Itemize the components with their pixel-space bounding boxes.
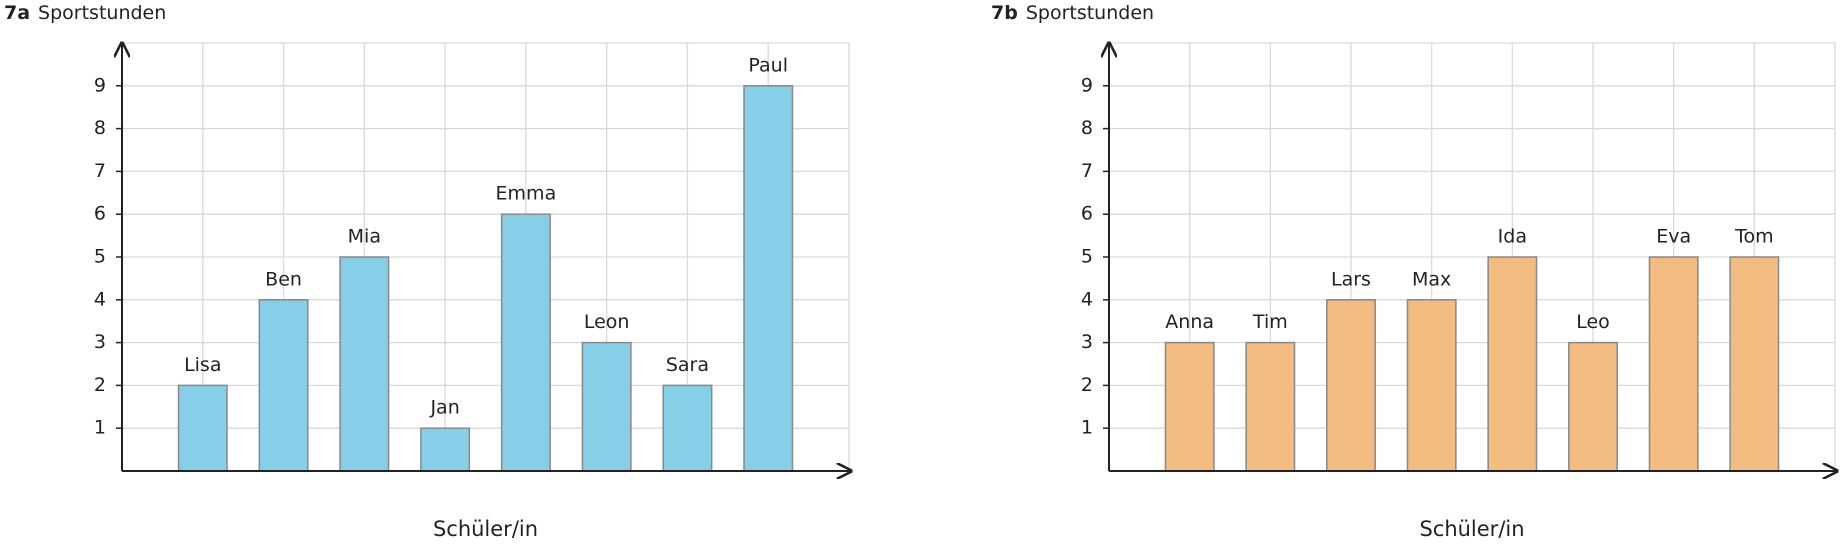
bar — [581, 341, 632, 472]
bar-label: Lisa — [184, 354, 221, 376]
bar — [1164, 341, 1215, 472]
y-tick-label: 1 — [1081, 417, 1093, 439]
y-tick-label: 2 — [1081, 374, 1093, 396]
bar-label: Mia — [348, 226, 381, 248]
bar — [258, 299, 309, 472]
y-tick-label: 4 — [1081, 288, 1093, 310]
bar-label: Emma — [496, 183, 557, 205]
y-tick-label: 4 — [94, 288, 106, 310]
bar-label: Ida — [1498, 226, 1527, 248]
y-tick-label: 6 — [1081, 203, 1093, 225]
y-tick-label: 9 — [1081, 74, 1093, 96]
bar-label: Ben — [265, 268, 302, 290]
y-tick-label: 3 — [1081, 331, 1093, 353]
bar-chart: 7a Sportstunden 1 2 3 4 5 6 7 8 9 Lisa Ben Mia Jan Emma… — [4, 2, 851, 541]
bar — [1326, 299, 1376, 472]
chart-label: 7a — [4, 2, 30, 24]
y-tick-label: 8 — [94, 117, 106, 139]
bar-label: Tim — [1252, 311, 1288, 333]
y-tick-label: 7 — [1081, 160, 1093, 182]
bar-label: Lars — [1331, 268, 1371, 290]
bar — [1245, 341, 1296, 472]
x-axis-label: Schüler/in — [433, 517, 538, 541]
bar-label: Leon — [584, 311, 630, 333]
bar — [1406, 299, 1457, 472]
bar — [743, 85, 794, 472]
y-tick-label: 7 — [94, 160, 106, 182]
bar-label: Jan — [429, 397, 459, 419]
bar-label: Sara — [666, 354, 709, 376]
bar — [339, 256, 390, 472]
bar-label: Max — [1412, 268, 1451, 290]
bar — [662, 384, 713, 472]
bar-label: Leo — [1576, 311, 1610, 333]
bar-label: Anna — [1165, 311, 1214, 333]
bar — [177, 384, 228, 472]
x-axis-label: Schüler/in — [1419, 517, 1524, 541]
bar-chart: 7b Sportstunden 1 2 3 4 5 6 7 8 9 Anna Tim Lars Max Ida… — [991, 2, 1837, 541]
y-tick-label: 9 — [94, 74, 106, 96]
y-tick-label: 8 — [1081, 117, 1093, 139]
bar-label: Tom — [1734, 226, 1774, 248]
y-tick-label: 6 — [94, 203, 106, 225]
chart-title: 7a Sportstunden — [4, 2, 166, 24]
y-tick-label: 5 — [1081, 246, 1093, 268]
bar — [1487, 256, 1538, 472]
chart-title-text: Sportstunden — [1026, 2, 1154, 24]
y-tick-label: 1 — [94, 417, 106, 439]
bar-label: Eva — [1656, 226, 1691, 248]
bar — [1568, 341, 1618, 472]
bar-label: Paul — [748, 54, 788, 76]
bar — [500, 213, 551, 472]
chart-label: 7b — [991, 2, 1018, 24]
y-tick-label: 2 — [94, 374, 106, 396]
y-tick-label: 5 — [94, 246, 106, 268]
chart-title-text: Sportstunden — [38, 2, 166, 24]
bar — [420, 427, 471, 472]
bar — [1648, 256, 1699, 472]
y-tick-label: 3 — [94, 331, 106, 353]
bar — [1729, 256, 1780, 472]
chart-title: 7b Sportstunden — [991, 2, 1154, 24]
